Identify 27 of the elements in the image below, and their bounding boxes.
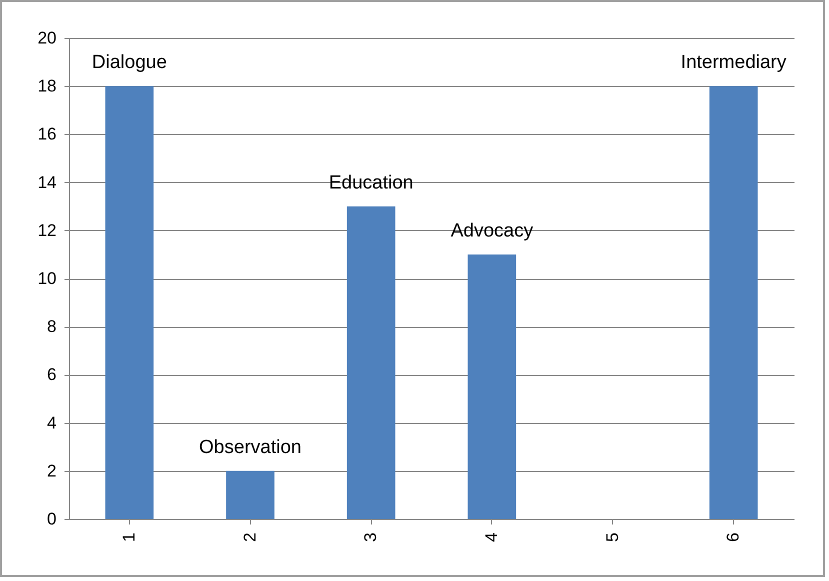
y-tick-label: 4 xyxy=(47,413,56,432)
y-tick-label: 20 xyxy=(38,28,56,48)
y-tick-label: 6 xyxy=(47,365,56,384)
y-tick-label: 16 xyxy=(38,124,56,144)
x-tick-label: 6 xyxy=(724,532,743,542)
x-tick-label: 3 xyxy=(361,532,380,542)
bar xyxy=(468,254,516,519)
annotation: Advocacy xyxy=(450,220,534,242)
y-tick-label: 10 xyxy=(38,269,56,288)
annotation: Intermediary xyxy=(680,52,787,74)
x-tick-label: 4 xyxy=(482,532,501,542)
annotation: Education xyxy=(328,172,414,194)
bar xyxy=(105,86,154,519)
annotation: Dialogue xyxy=(92,52,167,74)
annotation: Observation xyxy=(199,436,302,458)
x-tick-label: 5 xyxy=(602,532,622,542)
x-tick-label: 2 xyxy=(240,532,260,542)
y-tick-label: 8 xyxy=(47,317,56,336)
y-tick-label: 14 xyxy=(38,172,56,192)
y-tick-label: 12 xyxy=(38,220,56,240)
bar xyxy=(709,86,758,519)
bar xyxy=(346,206,396,519)
y-tick-label: 18 xyxy=(38,76,56,96)
bar xyxy=(226,470,274,519)
x-tick-label: 1 xyxy=(119,532,138,542)
y-tick-label: 2 xyxy=(47,461,56,480)
y-tick-label: 0 xyxy=(47,510,56,528)
